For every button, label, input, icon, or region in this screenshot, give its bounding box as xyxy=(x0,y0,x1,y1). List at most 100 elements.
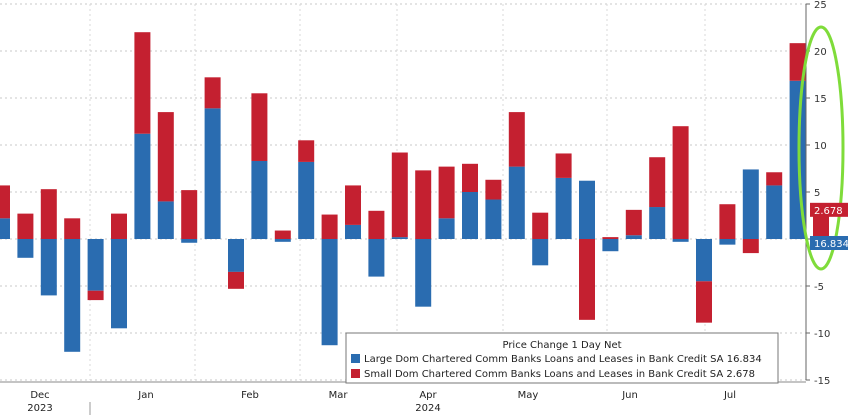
bar-large xyxy=(532,239,549,266)
x-month-label: Jun xyxy=(621,390,638,401)
bar-large xyxy=(134,133,151,239)
bar-large xyxy=(321,239,338,346)
legend-entry-small: Small Dom Chartered Comm Banks Loans and… xyxy=(364,369,755,380)
bar-small xyxy=(251,93,268,161)
bar-small xyxy=(696,281,712,323)
x-year-label: 2023 xyxy=(27,403,52,414)
x-month-label: Mar xyxy=(329,390,349,401)
x-axis: Dec Jan Feb Mar Apr May Jun Jul 2023 2024 xyxy=(0,381,806,415)
bar-large xyxy=(111,239,127,329)
bar-large xyxy=(157,201,174,239)
bar-large xyxy=(204,108,221,239)
bar-small xyxy=(134,32,151,134)
last-value-badge-large xyxy=(810,236,848,250)
bar-large xyxy=(602,239,619,252)
bar-large xyxy=(391,237,408,239)
x-month-label: Jul xyxy=(723,390,736,401)
bar-small xyxy=(157,112,174,202)
y-tick-label: -15 xyxy=(814,376,830,387)
bar-large xyxy=(672,239,689,242)
bar-large xyxy=(719,239,736,245)
bar-small xyxy=(181,190,198,239)
bar-small xyxy=(555,153,572,178)
x-month-label: Jan xyxy=(137,390,153,401)
bar-large xyxy=(87,239,104,291)
bar-large xyxy=(625,235,642,239)
bar-small xyxy=(40,189,57,239)
last-value-badges: 2.678 16.834 xyxy=(810,202,848,250)
bar-large xyxy=(64,239,81,352)
bar-small xyxy=(602,237,619,239)
bar-small xyxy=(649,157,666,208)
x-month-label: Dec xyxy=(30,390,49,401)
bar-small xyxy=(17,213,34,239)
x-year-label: 2024 xyxy=(415,403,440,414)
x-month-label: Feb xyxy=(241,390,259,401)
y-tick-label: 10 xyxy=(814,141,827,152)
bar-large xyxy=(766,185,783,239)
bar-small xyxy=(415,170,432,239)
bar-large xyxy=(508,166,525,239)
last-value-badge-small-label: 2.678 xyxy=(814,206,843,217)
bar-large xyxy=(579,180,595,239)
bar-small xyxy=(719,204,736,239)
legend: Price Change 1 Day Net Large Dom Charter… xyxy=(345,332,779,384)
bar-small xyxy=(87,290,104,301)
bar-large xyxy=(228,239,244,272)
bar-large xyxy=(415,239,432,307)
y-tick-label: 20 xyxy=(814,47,827,58)
bar-large xyxy=(274,239,291,242)
bar-small xyxy=(532,212,549,239)
bar-small xyxy=(579,239,595,320)
bar-small xyxy=(485,179,502,200)
highlight-ellipse xyxy=(797,25,845,271)
bar-small xyxy=(298,140,315,162)
bar-large xyxy=(485,199,502,239)
legend-swatch-large xyxy=(351,354,360,363)
legend-swatch-small xyxy=(351,369,360,378)
bar-large xyxy=(438,218,455,239)
bar-small xyxy=(789,43,806,81)
bar-small xyxy=(742,239,759,254)
bar-small xyxy=(204,77,221,109)
bar-small xyxy=(111,213,127,239)
bar-small xyxy=(0,185,10,219)
bar-small xyxy=(345,185,361,225)
x-month-label: Apr xyxy=(419,390,437,401)
bar-large xyxy=(181,239,198,243)
bar-large xyxy=(0,218,10,239)
bar-small xyxy=(274,230,291,239)
bar-small xyxy=(321,214,338,239)
bar-small xyxy=(64,218,81,239)
bar-small xyxy=(625,209,642,236)
y-tick-label: 15 xyxy=(814,94,827,105)
bar-large xyxy=(555,177,572,239)
bar-small xyxy=(813,213,829,239)
legend-entry-large: Large Dom Chartered Comm Banks Loans and… xyxy=(364,354,762,365)
bar-large xyxy=(345,224,361,239)
bar-small xyxy=(508,112,525,167)
last-value-badge-small xyxy=(810,202,848,217)
bar-small xyxy=(368,210,385,239)
y-tick-label: 5 xyxy=(814,188,820,199)
bar-small xyxy=(766,172,783,186)
bar-large xyxy=(462,192,478,239)
legend-title: Price Change 1 Day Net xyxy=(502,340,621,351)
bar-large xyxy=(368,239,385,277)
y-tick-label: 25 xyxy=(814,0,827,11)
y-axis: 2520151050-5-10-15 xyxy=(805,0,830,387)
bar-large xyxy=(17,239,34,258)
y-tick-label: -10 xyxy=(814,329,830,340)
bar-small xyxy=(672,126,689,239)
legend-box xyxy=(345,332,779,384)
last-value-badge-large-label: 16.834 xyxy=(814,239,848,250)
bar-small xyxy=(228,271,244,289)
bar-large xyxy=(696,239,712,282)
bar-small xyxy=(391,152,408,238)
bar-large xyxy=(649,207,666,239)
bar-small xyxy=(438,166,455,219)
bar-large xyxy=(251,160,268,239)
bar-large xyxy=(298,161,315,239)
